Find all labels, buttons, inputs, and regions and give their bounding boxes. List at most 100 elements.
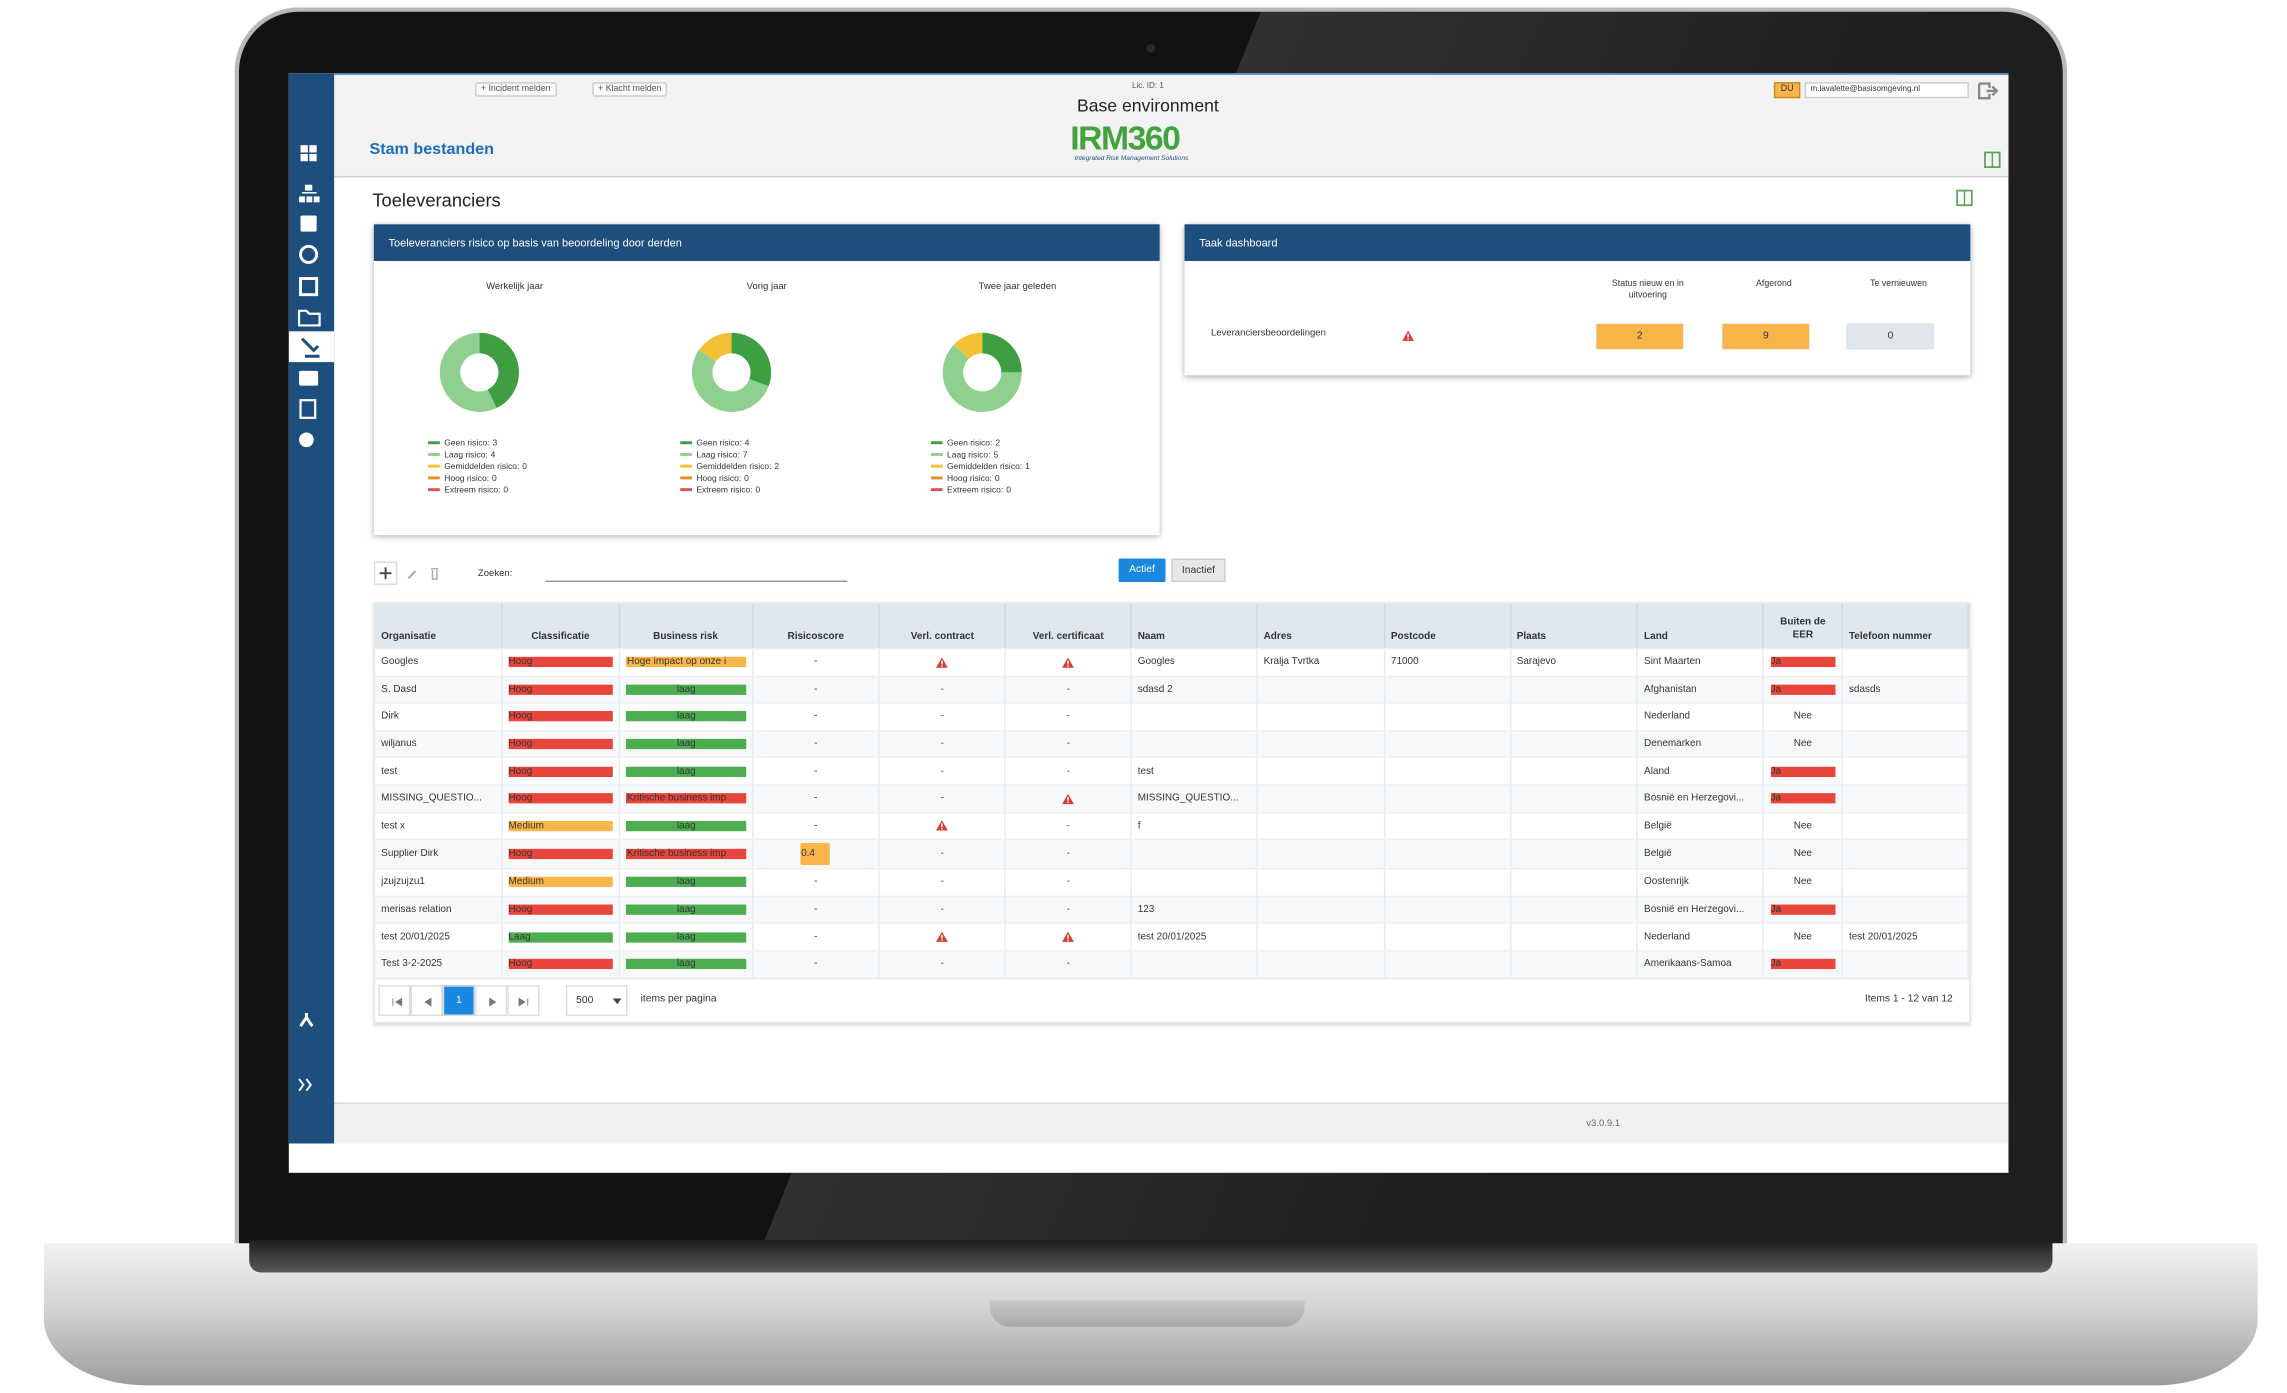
cell-text: test: [381, 766, 398, 777]
table-cell: Bosnië en Herzegovi...: [1638, 785, 1765, 812]
table-cell: [1385, 703, 1511, 730]
cell-text: -: [814, 766, 818, 777]
table-cell: [1511, 813, 1639, 839]
tab-active[interactable]: Actief: [1118, 558, 1166, 583]
cell-text: jzujzujzu1: [381, 877, 425, 888]
table-row[interactable]: test Hoog laag - - - test Åland Ja: [375, 757, 1969, 785]
license: Lic. ID: 1: [1131, 82, 1164, 91]
warning-icon: [1062, 931, 1075, 943]
nav-folder[interactable]: [297, 309, 321, 327]
column-header: Adres: [1258, 604, 1386, 648]
nav-suppliers[interactable]: [300, 337, 320, 358]
table-row[interactable]: merisas relation Hoog laag - - - 123 Bosnië en …: [375, 895, 1969, 923]
table-row[interactable]: Googles Hoog Hoge impact op onze i - Googles…: [375, 647, 1969, 676]
pager-last[interactable]: [507, 984, 540, 1016]
legend-swatch: [428, 453, 440, 456]
nav-settings[interactable]: [299, 432, 314, 448]
edit-button[interactable]: [407, 570, 417, 580]
table-row[interactable]: wiljanus Hoog laag - - - Denemarken Nee: [375, 729, 1969, 758]
page-size-select[interactable]: 500: [565, 984, 628, 1016]
table-cell: [1385, 869, 1511, 896]
incident-button[interactable]: + Incident melden: [474, 82, 557, 97]
table-cell: Afghanistan: [1638, 676, 1765, 703]
complaint-button[interactable]: + Klacht melden: [592, 82, 668, 97]
legend-value: 7: [743, 449, 748, 459]
table-cell: [1385, 731, 1511, 758]
nav-dashboard[interactable]: [300, 145, 317, 162]
nav-structure[interactable]: [299, 184, 320, 203]
table-cell: [1258, 813, 1386, 839]
legend-label: Geen risico:: [444, 438, 489, 448]
nav-accessibility[interactable]: [299, 1013, 314, 1028]
cell-text: Nee: [1793, 849, 1812, 860]
legend-label: Laag risico:: [444, 449, 487, 459]
pager-next[interactable]: [474, 984, 508, 1016]
nav-reports[interactable]: [299, 399, 317, 419]
warning-icon: [1062, 793, 1075, 804]
cell-text: België: [1644, 849, 1672, 860]
table-row[interactable]: S. Dasd Hoog laag - - - sdasd 2 Afghanistan Ja sd…: [375, 675, 1969, 703]
cell-text: -: [1066, 711, 1070, 722]
pager-page[interactable]: 1: [442, 984, 475, 1016]
table-cell: -: [753, 813, 881, 839]
cell-text: test 20/01/2025: [381, 931, 450, 943]
donut-segment: [981, 332, 1022, 374]
legend-value: 0: [756, 485, 761, 495]
cell-text: MISSING_QUESTIO...: [381, 793, 482, 804]
table-row[interactable]: test x Medium laag - - f België Nee: [375, 811, 1969, 839]
legend-label: Geen risico:: [947, 438, 992, 448]
table-row[interactable]: test 20/01/2025 Laag laag - test 20/01/2025 N…: [375, 922, 1969, 950]
task-count[interactable]: 0: [1847, 323, 1934, 349]
cell-text: Nee: [1793, 711, 1812, 722]
legend-swatch: [428, 464, 440, 468]
badge: Ja: [1770, 684, 1836, 695]
table-row[interactable]: jzujzujzu1 Medium laag - - - Oostenrijk Nee: [375, 868, 1969, 896]
table-row[interactable]: Dirk Hoog laag - - - Nederland Nee: [375, 702, 1969, 730]
legend-entry: Extreem risico: 0: [947, 485, 1011, 495]
table-row[interactable]: MISSING_QUESTIO... Hoog Kritische business…: [375, 784, 1969, 812]
column-header-text: Plaats: [1516, 631, 1547, 643]
logout-icon[interactable]: [1976, 79, 2002, 102]
pager-first[interactable]: [378, 984, 411, 1016]
nav-documents[interactable]: [300, 215, 317, 232]
table-cell: -: [880, 703, 1007, 730]
task-count[interactable]: 2: [1596, 323, 1684, 349]
cell-text: -: [1066, 738, 1070, 750]
table-cell: Kralja Tvrtka: [1258, 649, 1386, 676]
table-cell: -: [1006, 758, 1132, 785]
task-count[interactable]: 9: [1722, 323, 1810, 349]
column-header-text: Postcode: [1390, 631, 1436, 643]
cell-text: Nee: [1793, 820, 1812, 832]
table-cell: [1511, 758, 1639, 785]
add-icon: [379, 567, 392, 580]
search-input[interactable]: [545, 580, 848, 583]
sidebar-expand[interactable]: [298, 1078, 312, 1092]
table-cell: [1843, 758, 1969, 785]
nav-contacts[interactable]: [299, 370, 319, 386]
table-cell: test 20/01/2025: [1132, 924, 1258, 950]
pager-prev[interactable]: [410, 984, 443, 1016]
table-cell: Nee: [1764, 703, 1844, 730]
risk-panel-title: Toeleveranciers risico op basis van beoo…: [373, 224, 1160, 261]
legend-entry: Gemiddelden risico: 0: [444, 461, 527, 471]
delete-button[interactable]: [431, 568, 439, 580]
column-header: Plaats: [1511, 604, 1639, 648]
table-row[interactable]: Supplier Dirk Hoog Kritische business imp 0…: [375, 838, 1969, 869]
table-cell: -: [880, 896, 1007, 923]
table-cell: -: [880, 731, 1007, 758]
badge: Hoog: [508, 738, 613, 750]
info-icon[interactable]: [1956, 189, 1974, 207]
table-cell: Sarajevo: [1511, 649, 1639, 676]
per-page-label: items per pagina: [640, 993, 717, 1004]
user-select[interactable]: m.lavalette@basisomgeving.nl: [1804, 82, 1969, 99]
table-cell: -: [753, 649, 881, 676]
table-cell: [1843, 649, 1969, 676]
nav-risk[interactable]: [299, 244, 319, 264]
badge: Laag: [508, 931, 613, 943]
help-icon[interactable]: [1984, 151, 2002, 169]
table-row[interactable]: Test 3-2-2025 Hoog laag - - - Amerikaans-Samoa…: [375, 949, 1969, 978]
cell-text: -: [814, 793, 818, 804]
table-cell: [1385, 896, 1511, 923]
tab-inactive[interactable]: Inactief: [1171, 558, 1226, 583]
nav-processes[interactable]: [299, 277, 319, 297]
